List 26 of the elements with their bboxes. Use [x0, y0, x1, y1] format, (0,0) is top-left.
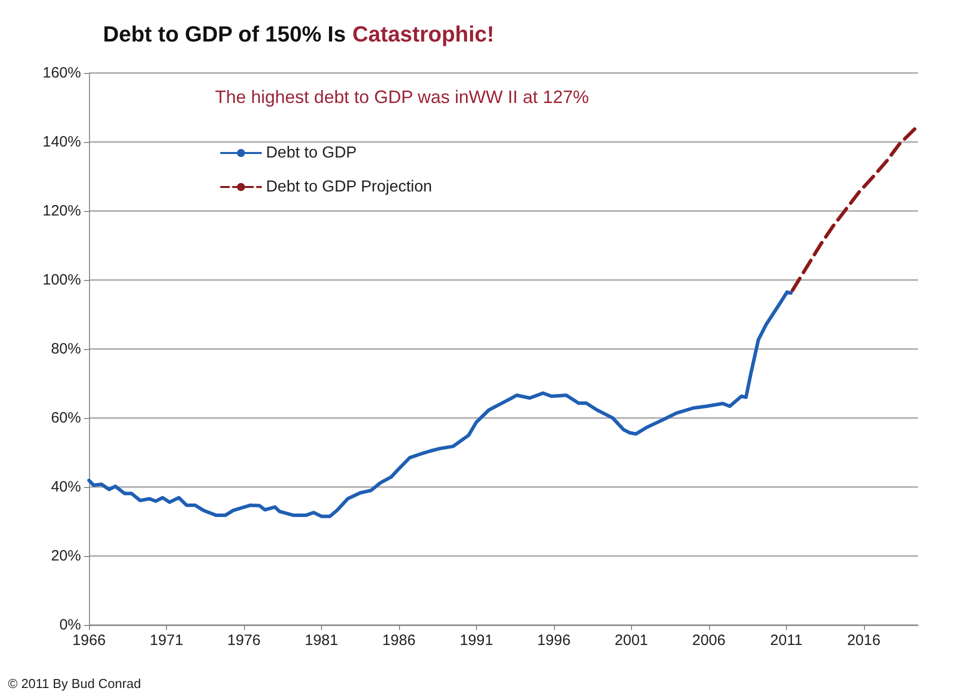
x-tick-label: 1986 — [382, 632, 416, 649]
y-tick-label: 60% — [50, 410, 81, 426]
annotation: The highest debt to GDP was inWW II at 127% — [215, 87, 589, 107]
legend-label: Debt to GDP Projection — [266, 178, 432, 196]
y-tick-label: 20% — [50, 548, 81, 564]
x-tick-label: 1991 — [460, 632, 494, 649]
x-tick-label: 2006 — [692, 632, 726, 649]
x-tick-label: 2001 — [614, 632, 648, 649]
chart-title: Debt to GDP of 150% Is Catastrophic! — [103, 22, 494, 46]
y-tick-label: 100% — [42, 272, 81, 288]
y-tick-label: 120% — [42, 202, 81, 220]
x-tick-label: 1966 — [72, 632, 106, 649]
x-tick-label: 2011 — [770, 632, 802, 649]
line-series — [87, 290, 793, 518]
x-tick-label: 1971 — [150, 632, 184, 649]
text: © 2011 By Bud Conrad — [8, 676, 141, 691]
x-tick-label: 1996 — [537, 632, 571, 649]
y-tick-label: 140% — [42, 134, 81, 150]
legend-label: Debt to GDP — [266, 144, 357, 162]
x-tick-label: 1981 — [304, 632, 338, 649]
y-tick-label: 0% — [59, 616, 81, 634]
y-tick-label: 160% — [42, 64, 81, 82]
x-tick-label: 1976 — [227, 632, 261, 649]
y-tick-label: 40% — [50, 478, 81, 496]
x-tick-label: 2016 — [847, 632, 880, 649]
y-tick-label: 80% — [50, 340, 81, 358]
